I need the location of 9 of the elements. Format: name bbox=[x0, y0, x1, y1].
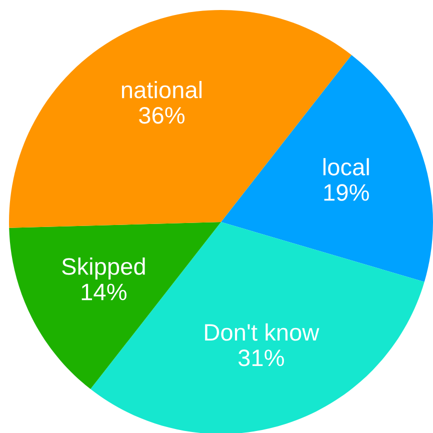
slice-label: national bbox=[122, 80, 202, 98]
slice-label: Skipped bbox=[62, 258, 145, 280]
pie-slice bbox=[221, 54, 433, 282]
slice-label: local bbox=[323, 158, 369, 176]
data-label: 14% bbox=[82, 284, 126, 300]
data-label: 31% bbox=[238, 349, 284, 366]
data-label: 19% bbox=[324, 184, 369, 201]
slice-label: Don't know bbox=[205, 323, 320, 341]
data-label: 36% bbox=[139, 107, 185, 124]
